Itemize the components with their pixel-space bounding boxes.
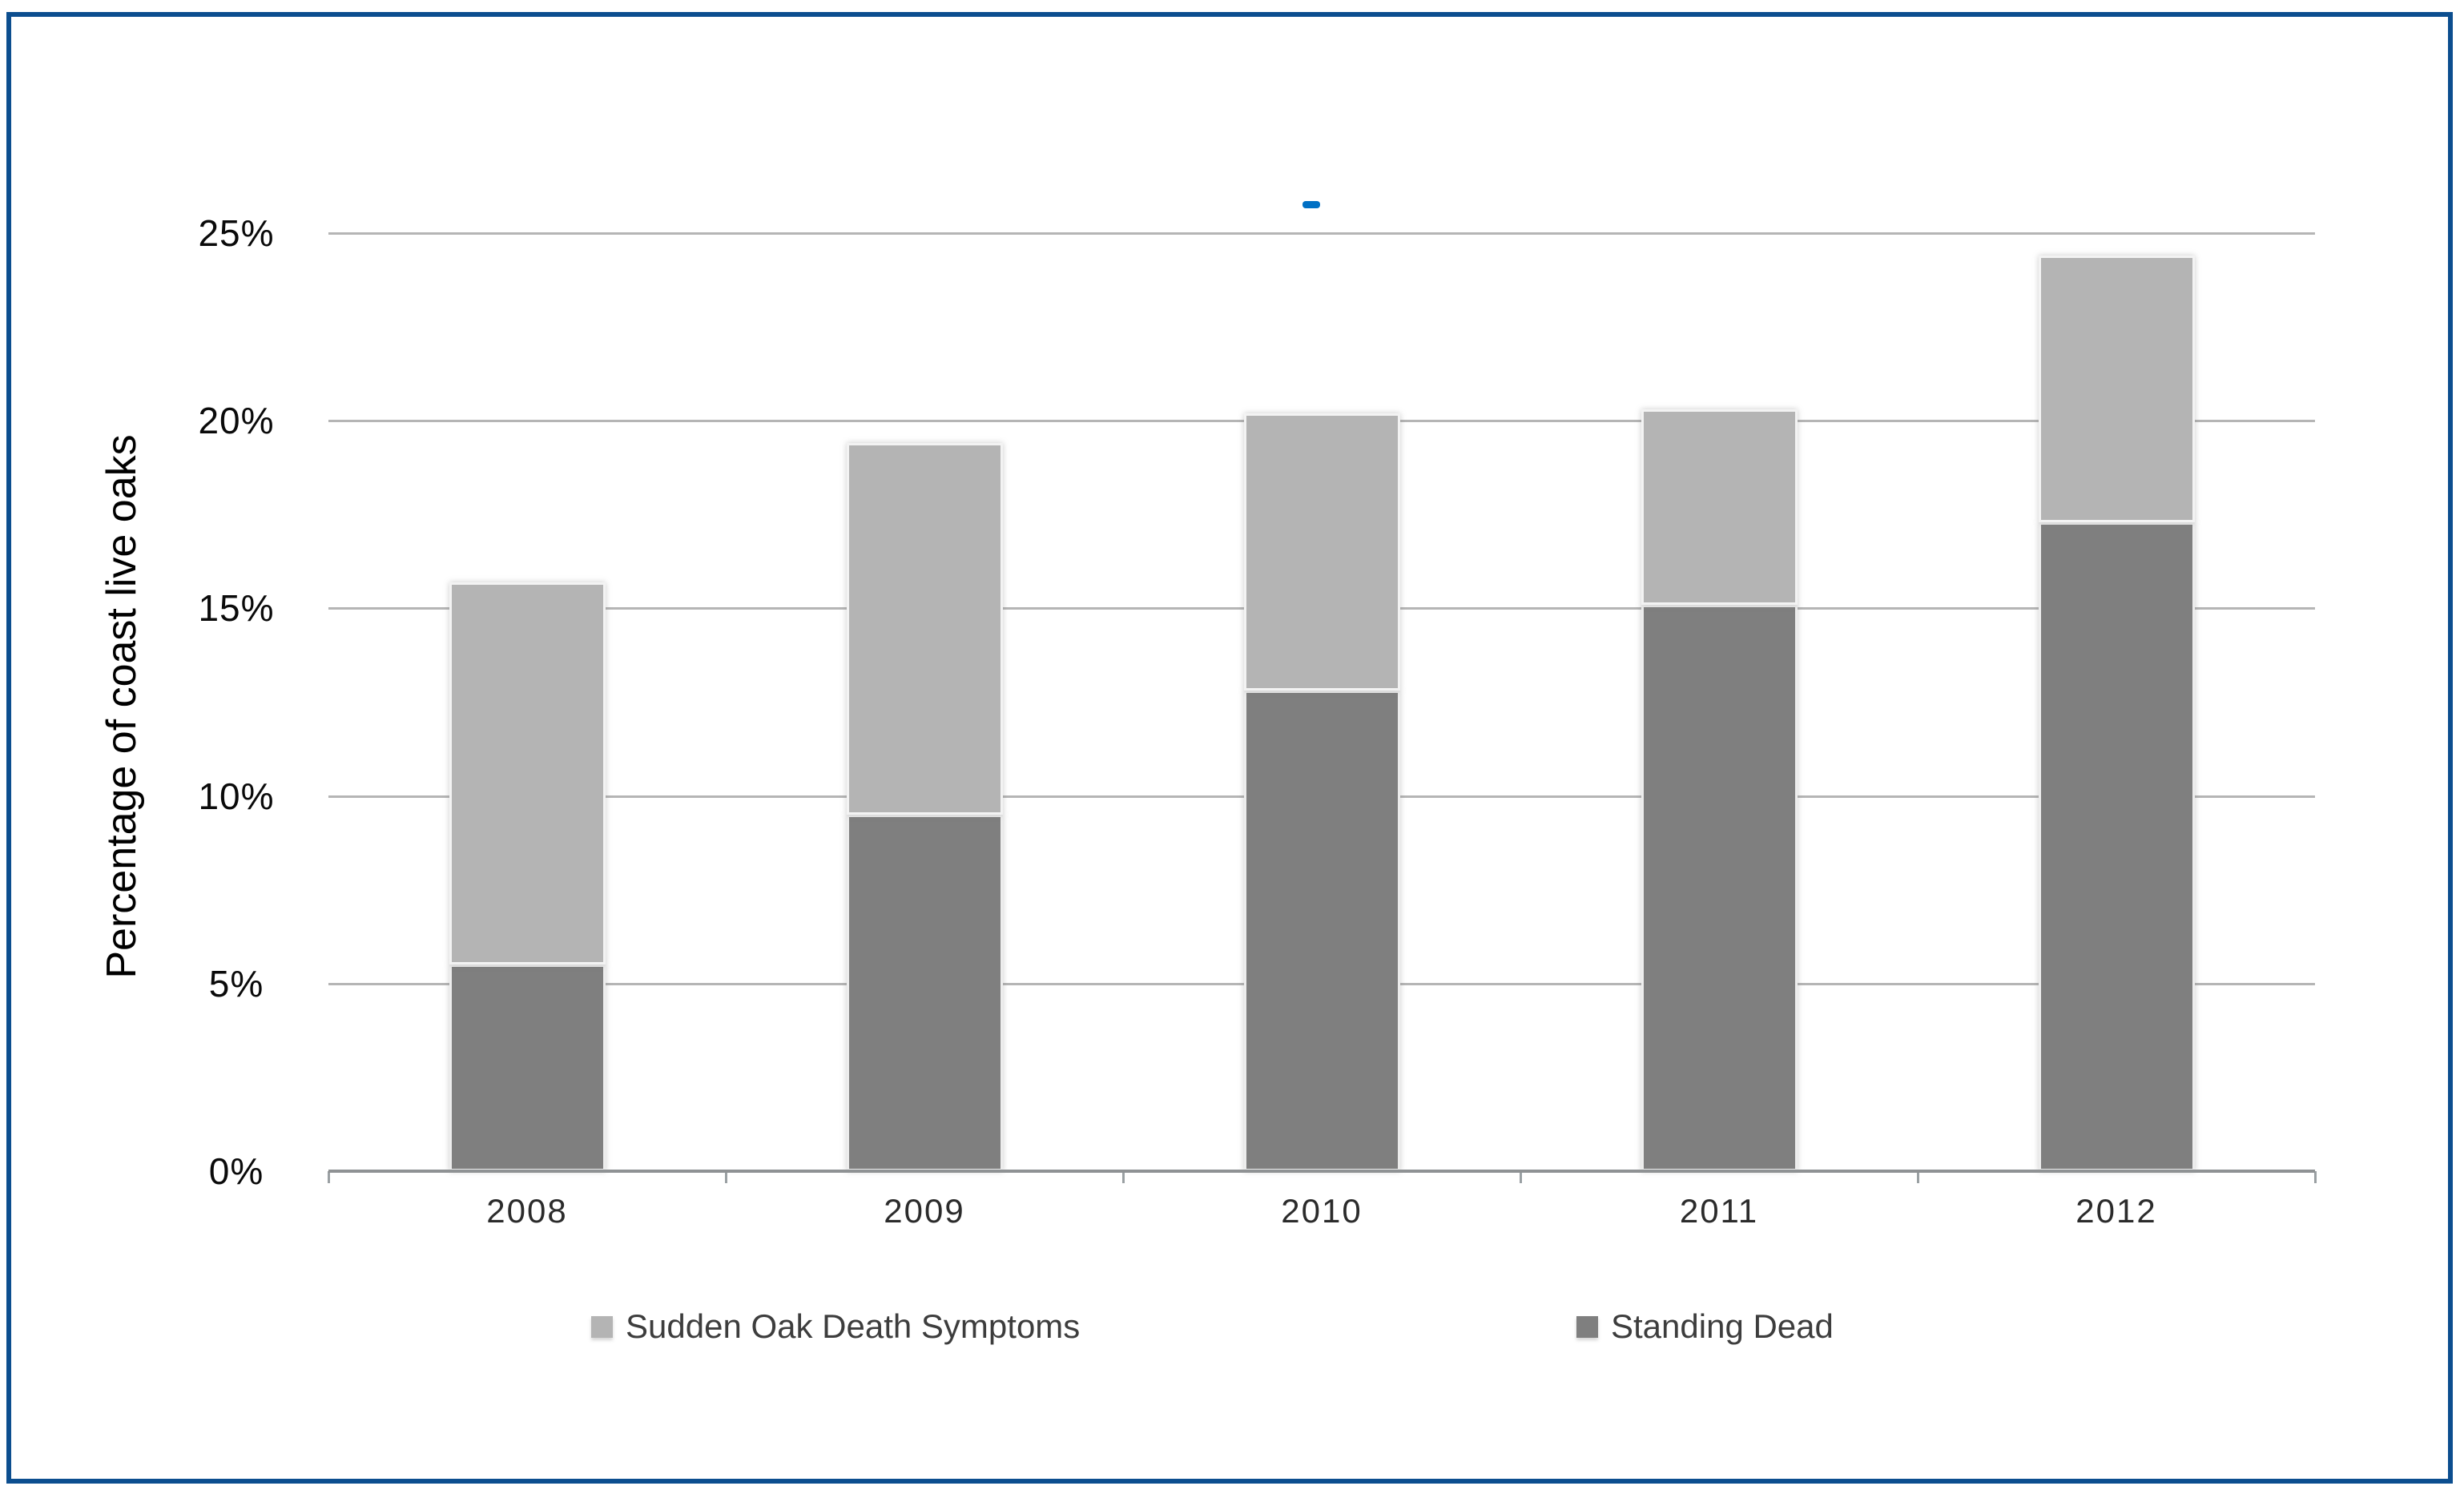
x-axis-tick xyxy=(725,1171,727,1183)
y-tick-label-0pct: 0% xyxy=(208,1150,264,1192)
bar-segment-2008-standing-dead xyxy=(449,964,606,1171)
y-tick-label-20pct: 20% xyxy=(198,400,275,442)
legend-item-sudden-oak-death-symptoms: Sudden Oak Death Symptoms xyxy=(591,1307,1080,1346)
bar-segment-2010-sudden-oak-death-symptoms xyxy=(1243,413,1400,691)
x-axis-tick xyxy=(328,1171,330,1183)
x-axis-tick xyxy=(1917,1171,1919,1183)
gridline-25pct xyxy=(328,232,2315,235)
bar-segment-2009-sudden-oak-death-symptoms xyxy=(846,443,1003,815)
y-tick-label-15pct: 15% xyxy=(198,587,275,630)
x-tick-label-2009: 2009 xyxy=(884,1192,965,1230)
legend-label-standing-dead: Standing Dead xyxy=(1611,1307,1834,1345)
x-axis-tick xyxy=(1122,1171,1125,1183)
legend-label-sudden-oak-death-symptoms: Sudden Oak Death Symptoms xyxy=(626,1307,1081,1345)
x-tick-label-2010: 2010 xyxy=(1281,1192,1363,1230)
x-tick-label-2011: 2011 xyxy=(1679,1192,1759,1230)
y-tick-label-5pct: 5% xyxy=(208,962,264,1005)
y-tick-label-10pct: 10% xyxy=(198,775,275,817)
bar-segment-2009-standing-dead xyxy=(846,815,1003,1171)
x-tick-label-2012: 2012 xyxy=(2075,1192,2157,1230)
blue-dash-mark xyxy=(1302,201,1320,208)
x-axis-tick xyxy=(1520,1171,1522,1183)
bar-segment-2012-standing-dead xyxy=(2038,521,2195,1171)
x-tick-label-2008: 2008 xyxy=(486,1192,568,1230)
y-tick-label-25pct: 25% xyxy=(198,212,275,254)
legend-item-standing-dead: Standing Dead xyxy=(1576,1307,1834,1346)
bar-segment-2012-sudden-oak-death-symptoms xyxy=(2038,256,2195,522)
x-axis-tick xyxy=(2314,1171,2317,1183)
legend-swatch-standing-dead xyxy=(1576,1315,1598,1338)
legend-swatch-sudden-oak-death-symptoms xyxy=(591,1315,613,1338)
bar-segment-2010-standing-dead xyxy=(1243,691,1400,1171)
bar-segment-2008-sudden-oak-death-symptoms xyxy=(449,582,606,965)
bar-segment-2011-sudden-oak-death-symptoms xyxy=(1641,409,1798,605)
x-axis-line xyxy=(328,1170,2315,1173)
bar-segment-2011-standing-dead xyxy=(1641,604,1798,1171)
y-axis-title: Percentage of coast live oaks xyxy=(99,434,145,979)
